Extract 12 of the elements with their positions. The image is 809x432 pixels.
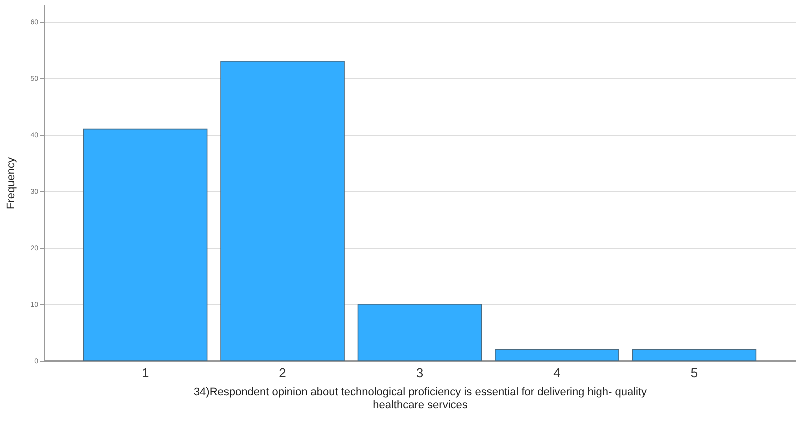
bar <box>220 61 345 362</box>
x-tick-label: 5 <box>690 366 698 380</box>
y-axis-title: Frequency <box>6 157 18 210</box>
x-tick-label: 1 <box>142 366 150 380</box>
x-axis-title: 34)Respondent opinion about technological proficiency is essential for delivering high- quality healthcare services <box>194 386 648 412</box>
x-tick-label: 3 <box>416 366 424 380</box>
bar <box>358 304 482 362</box>
bar <box>632 349 757 362</box>
bar <box>83 128 208 362</box>
bar <box>495 349 620 362</box>
x-tick-label: 4 <box>554 366 561 380</box>
x-tick-label: 2 <box>279 366 286 380</box>
